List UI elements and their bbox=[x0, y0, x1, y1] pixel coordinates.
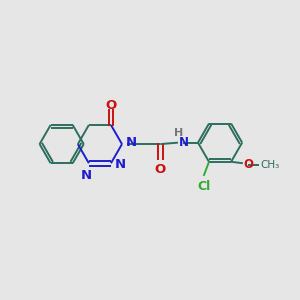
Text: N: N bbox=[179, 136, 189, 148]
Text: N: N bbox=[81, 169, 92, 182]
Text: CH₃: CH₃ bbox=[260, 160, 280, 170]
Text: Cl: Cl bbox=[197, 180, 210, 193]
Text: H: H bbox=[175, 128, 184, 138]
Text: O: O bbox=[244, 158, 254, 171]
Text: N: N bbox=[126, 136, 137, 149]
Text: O: O bbox=[105, 99, 117, 112]
Text: O: O bbox=[155, 163, 166, 176]
Text: N: N bbox=[115, 158, 126, 171]
